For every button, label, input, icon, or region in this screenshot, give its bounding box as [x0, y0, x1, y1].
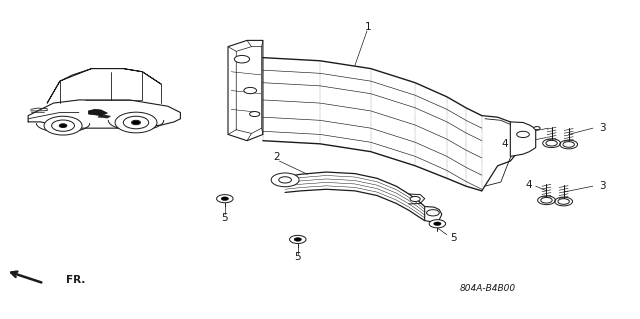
- Circle shape: [434, 222, 441, 226]
- Text: 3: 3: [599, 181, 606, 191]
- Text: 5: 5: [294, 252, 301, 262]
- Circle shape: [234, 56, 250, 63]
- Circle shape: [558, 199, 570, 204]
- Polygon shape: [228, 41, 263, 141]
- Circle shape: [250, 112, 260, 116]
- Text: 5: 5: [450, 234, 456, 243]
- Circle shape: [534, 127, 540, 130]
- Circle shape: [516, 131, 529, 137]
- Polygon shape: [98, 115, 111, 118]
- Circle shape: [221, 197, 228, 201]
- Circle shape: [279, 177, 291, 183]
- Text: 804A-B4B00: 804A-B4B00: [460, 284, 516, 293]
- Circle shape: [289, 235, 306, 243]
- Polygon shape: [510, 122, 536, 156]
- Circle shape: [429, 220, 445, 228]
- Text: 4: 4: [526, 180, 532, 189]
- Circle shape: [132, 120, 140, 125]
- Text: 5: 5: [221, 213, 228, 223]
- Circle shape: [124, 116, 148, 129]
- Text: 2: 2: [273, 152, 280, 162]
- Text: FR.: FR.: [66, 275, 86, 285]
- Circle shape: [60, 124, 67, 128]
- Circle shape: [44, 116, 82, 135]
- Circle shape: [244, 87, 257, 94]
- Text: 4: 4: [502, 139, 508, 150]
- Circle shape: [427, 210, 439, 216]
- Circle shape: [563, 142, 575, 147]
- Circle shape: [410, 197, 420, 202]
- Text: 3: 3: [599, 123, 606, 133]
- Polygon shape: [425, 206, 442, 222]
- Circle shape: [216, 195, 233, 203]
- Circle shape: [546, 140, 557, 146]
- Circle shape: [271, 173, 299, 187]
- Circle shape: [115, 112, 157, 133]
- Circle shape: [294, 238, 301, 241]
- Circle shape: [541, 197, 552, 203]
- Circle shape: [52, 120, 74, 131]
- Text: 1: 1: [365, 22, 372, 32]
- Polygon shape: [88, 109, 108, 115]
